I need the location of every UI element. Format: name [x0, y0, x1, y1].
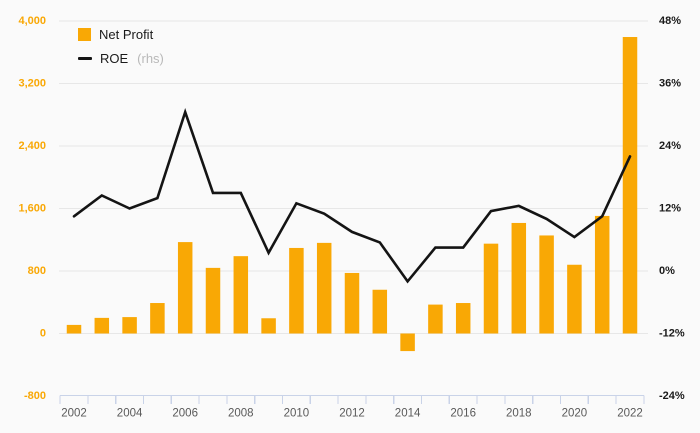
right-axis-tick-label: -24%: [659, 390, 685, 402]
left-axis-tick-label: 4,000: [18, 15, 46, 27]
net-profit-bar-2002: [66, 324, 82, 334]
net-profit-bar-2013: [372, 289, 388, 334]
x-axis-year-label: 2018: [506, 408, 532, 420]
right-axis-tick-label: -12%: [659, 328, 685, 340]
x-axis-year-label: 2004: [117, 408, 143, 420]
net-profit-bar-2006: [177, 242, 193, 334]
net-profit-bar-2017: [483, 243, 499, 334]
legend-item-net-profit[interactable]: Net Profit: [78, 27, 164, 42]
x-axis-year-label: 2016: [450, 408, 476, 420]
right-axis-tick-label: 0%: [659, 265, 675, 277]
x-axis-year-label: 2002: [61, 408, 87, 420]
net-profit-bar-2008: [233, 256, 249, 334]
left-axis-tick-label: 0: [40, 328, 46, 340]
net-profit-bar-2005: [150, 303, 165, 334]
net-profit-bar-2022: [622, 37, 638, 334]
net-profit-bar-2018: [511, 222, 527, 334]
net-profit-bar-2014: [400, 333, 415, 352]
left-axis-tick-label: -800: [24, 390, 46, 402]
legend-roe-label: ROE: [100, 51, 129, 66]
net-profit-bar-2019: [539, 235, 554, 334]
net-profit-bar-2020: [567, 264, 582, 334]
left-axis-tick-label: 800: [28, 265, 46, 277]
x-axis-year-label: 2012: [339, 408, 365, 420]
net-profit-bar-2010: [289, 247, 304, 334]
left-axis-tick-label: 1,600: [18, 203, 46, 215]
right-axis-tick-label: 24%: [659, 140, 681, 152]
net-profit-bar-2004: [122, 317, 137, 334]
net-profit-bar-2009: [261, 318, 276, 334]
net-profit-bar-2003: [94, 317, 110, 334]
x-axis-year-label: 2010: [284, 408, 310, 420]
legend: Net Profit ROE (rhs): [78, 27, 164, 66]
x-axis-year-label: 2008: [228, 408, 254, 420]
net-profit-bar-2007: [205, 267, 221, 334]
roe-line: [72, 107, 632, 284]
right-axis-tick-label: 36%: [659, 78, 681, 90]
legend-net-profit-label: Net Profit: [99, 27, 154, 42]
x-axis-year-label: 2014: [395, 408, 421, 420]
net-profit-bar-2012: [344, 272, 360, 334]
x-axis-year-label: 2006: [172, 408, 198, 420]
legend-roe-rhs-suffix: (rhs): [137, 51, 164, 66]
net-profit-bar-2011: [316, 242, 332, 334]
left-axis-tick-label: 3,200: [18, 78, 46, 90]
roe-line-swatch-icon: [78, 57, 92, 60]
net-profit-bar-2016: [455, 303, 471, 334]
x-axis-year-label: 2022: [617, 408, 643, 420]
left-axis-tick-label: 2,400: [18, 140, 46, 152]
net-profit-swatch-icon: [78, 28, 91, 41]
right-axis-tick-label: 12%: [659, 203, 681, 215]
legend-item-roe[interactable]: ROE (rhs): [78, 51, 164, 66]
net-profit-bar-2021: [594, 215, 610, 334]
net-profit-bar-2015: [428, 304, 443, 334]
x-axis-year-label: 2020: [562, 408, 588, 420]
right-axis-tick-label: 48%: [659, 15, 681, 27]
